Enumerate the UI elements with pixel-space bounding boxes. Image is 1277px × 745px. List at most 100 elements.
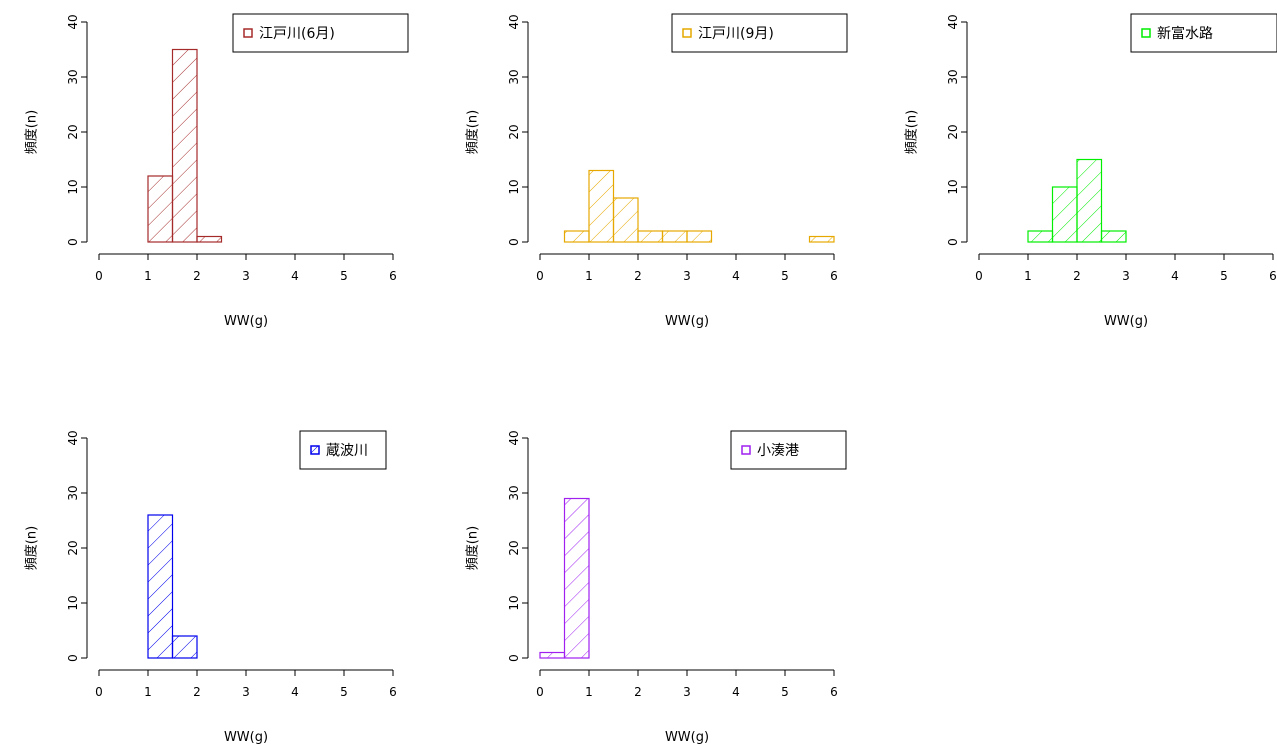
legend-swatch bbox=[1141, 28, 1151, 38]
legend-label: 江戸川(9月) bbox=[698, 26, 774, 42]
chart-panel-3: 0 10 20 30 40 0 1 2 3 4 5 6 WW(g) 頻度(n) 新富水路 bbox=[904, 13, 1277, 329]
chart-panel-4: 0 10 20 30 40 0 1 2 3 4 5 6 WW(g) 頻度(n) 蔵波川 bbox=[24, 430, 397, 745]
y-tick-label: 20 bbox=[66, 540, 80, 555]
x-tick-label: 5 bbox=[340, 685, 348, 699]
x-axis-title: WW(g) bbox=[1104, 314, 1148, 329]
chart-panel-1: 0 10 20 30 40 0 1 2 3 4 5 6 WW(g) 頻度(n) 江戸川(6月) bbox=[24, 13, 409, 329]
x-tick-label: 6 bbox=[1269, 269, 1277, 283]
x-tick-label: 5 bbox=[781, 685, 789, 699]
legend-swatch bbox=[682, 28, 692, 38]
x-tick-label: 4 bbox=[732, 269, 740, 283]
y-axis-title: 頻度(n) bbox=[24, 110, 40, 154]
histogram-bar bbox=[637, 230, 664, 243]
y-tick-label: 20 bbox=[507, 540, 521, 555]
legend-label: 小湊港 bbox=[757, 442, 799, 459]
y-tick-label: 30 bbox=[946, 69, 960, 84]
histogram-bar bbox=[1076, 158, 1103, 243]
histogram-bar bbox=[539, 651, 566, 659]
histogram-bar bbox=[686, 230, 713, 243]
histogram-bar bbox=[612, 197, 639, 243]
x-tick-label: 2 bbox=[193, 269, 201, 283]
legend-box bbox=[671, 13, 848, 53]
x-tick-label: 2 bbox=[1073, 269, 1081, 283]
histogram-bar bbox=[171, 635, 198, 659]
x-axis-title: WW(g) bbox=[665, 730, 709, 745]
y-tick-label: 0 bbox=[66, 654, 80, 662]
y-axis-title: 頻度(n) bbox=[904, 110, 920, 154]
y-tick-label: 0 bbox=[66, 238, 80, 246]
y-tick-label: 10 bbox=[946, 179, 960, 194]
y-tick-label: 10 bbox=[66, 179, 80, 194]
x-tick-label: 2 bbox=[193, 685, 201, 699]
x-tick-label: 4 bbox=[291, 269, 299, 283]
legend: 江戸川(9月) bbox=[671, 13, 848, 53]
y-tick-label: 30 bbox=[507, 69, 521, 84]
chart-panel-5: 0 10 20 30 40 0 1 2 3 4 5 6 WW(g) 頻度(n) 小湊港 bbox=[465, 430, 847, 745]
legend-swatch bbox=[243, 28, 253, 38]
x-tick-label: 3 bbox=[242, 269, 250, 283]
x-tick-label: 1 bbox=[144, 269, 152, 283]
histogram-bar bbox=[563, 497, 590, 659]
x-tick-label: 6 bbox=[389, 685, 397, 699]
legend: 新富水路 bbox=[1130, 13, 1277, 53]
x-tick-label: 4 bbox=[732, 685, 740, 699]
histogram-bar bbox=[1100, 230, 1127, 243]
y-tick-label: 30 bbox=[507, 485, 521, 500]
y-tick-label: 0 bbox=[946, 238, 960, 246]
legend-label: 蔵波川 bbox=[326, 443, 368, 459]
histogram-bar bbox=[171, 48, 198, 243]
x-tick-label: 3 bbox=[1122, 269, 1130, 283]
legend-swatch bbox=[310, 445, 320, 455]
y-tick-label: 0 bbox=[507, 654, 521, 662]
legend-box bbox=[232, 13, 409, 53]
y-tick-label: 20 bbox=[66, 124, 80, 139]
y-tick-label: 0 bbox=[507, 238, 521, 246]
x-tick-label: 0 bbox=[536, 269, 544, 283]
legend-box bbox=[1130, 13, 1277, 53]
x-tick-label: 1 bbox=[1024, 269, 1032, 283]
x-tick-label: 1 bbox=[585, 685, 593, 699]
legend-label: 江戸川(6月) bbox=[259, 26, 335, 42]
x-axis-title: WW(g) bbox=[665, 314, 709, 329]
y-tick-label: 40 bbox=[946, 14, 960, 29]
y-tick-label: 40 bbox=[66, 14, 80, 29]
histogram-bar bbox=[661, 230, 688, 243]
x-tick-label: 3 bbox=[683, 269, 691, 283]
x-tick-label: 6 bbox=[389, 269, 397, 283]
x-tick-label: 5 bbox=[340, 269, 348, 283]
histogram-bar bbox=[1027, 230, 1054, 243]
y-tick-label: 40 bbox=[507, 14, 521, 29]
x-tick-label: 2 bbox=[634, 269, 642, 283]
histogram-bar bbox=[147, 175, 174, 243]
y-axis-title: 頻度(n) bbox=[465, 526, 481, 570]
y-tick-label: 40 bbox=[66, 430, 80, 445]
legend-swatch bbox=[741, 445, 751, 455]
y-tick-label: 30 bbox=[66, 485, 80, 500]
y-tick-label: 40 bbox=[507, 430, 521, 445]
x-tick-label: 6 bbox=[830, 685, 838, 699]
histogram-bar bbox=[1051, 186, 1078, 243]
x-tick-label: 0 bbox=[95, 269, 103, 283]
x-tick-label: 0 bbox=[975, 269, 983, 283]
legend: 江戸川(6月) bbox=[232, 13, 409, 53]
x-tick-label: 2 bbox=[634, 685, 642, 699]
x-tick-label: 5 bbox=[1220, 269, 1228, 283]
y-tick-label: 20 bbox=[507, 124, 521, 139]
x-tick-label: 1 bbox=[144, 685, 152, 699]
legend-label: 新富水路 bbox=[1157, 25, 1213, 42]
chart-panel-2: 0 10 20 30 40 0 1 2 3 4 5 6 WW(g) 頻度(n) 江戸川(9月) bbox=[465, 13, 848, 329]
y-tick-label: 10 bbox=[507, 595, 521, 610]
x-tick-label: 3 bbox=[683, 685, 691, 699]
y-tick-label: 20 bbox=[946, 124, 960, 139]
x-tick-label: 4 bbox=[291, 685, 299, 699]
histogram-bar bbox=[196, 235, 223, 243]
x-tick-label: 1 bbox=[585, 269, 593, 283]
histogram-bar bbox=[808, 235, 835, 243]
y-tick-label: 10 bbox=[507, 179, 521, 194]
x-tick-label: 0 bbox=[536, 685, 544, 699]
x-axis-title: WW(g) bbox=[224, 730, 268, 745]
x-tick-label: 6 bbox=[830, 269, 838, 283]
x-axis-title: WW(g) bbox=[224, 314, 268, 329]
histogram-bar bbox=[147, 514, 174, 659]
